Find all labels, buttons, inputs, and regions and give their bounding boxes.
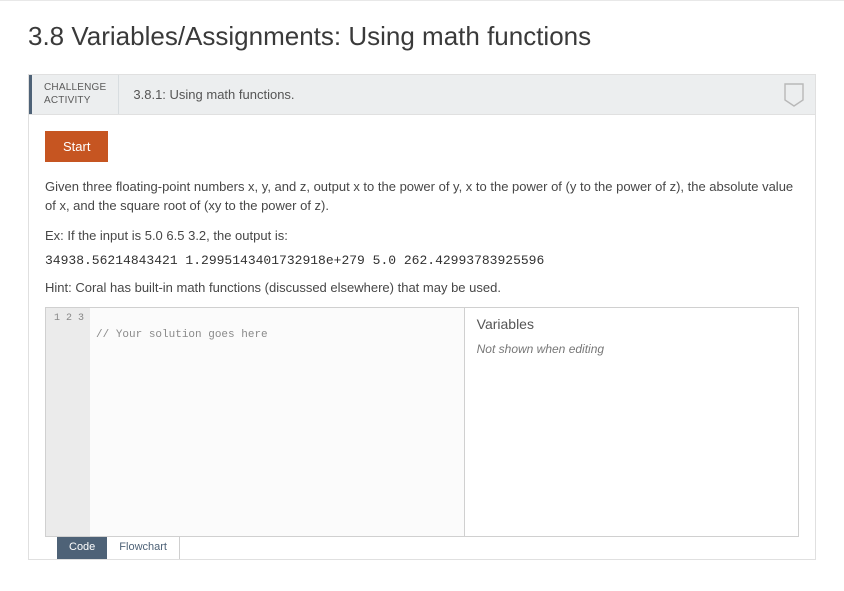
hint-text: Hint: Coral has built-in math functions … [45,280,799,295]
completion-badge-icon [783,82,805,108]
variables-panel: Variables Not shown when editing [464,308,798,536]
activity-body: Start Given three floating-point numbers… [29,115,815,559]
code-editor[interactable]: // Your solution goes here [90,308,464,536]
activity-type-label: CHALLENGE ACTIVITY [29,75,119,114]
activity-type-line2: ACTIVITY [44,95,106,108]
code-panel: 1 2 3 // Your solution goes here [46,308,464,536]
activity-type-line1: CHALLENGE [44,82,106,95]
start-button[interactable]: Start [45,131,108,162]
editor-tabs: Code Flowchart [57,537,799,559]
variables-panel-title: Variables [477,316,786,332]
page-container: 3.8 Variables/Assignments: Using math fu… [0,0,844,560]
tab-flowchart[interactable]: Flowchart [107,537,180,559]
example-output: 34938.56214843421 1.2995143401732918e+27… [45,253,799,268]
tab-code[interactable]: Code [57,537,107,559]
editor-area: 1 2 3 // Your solution goes here Variabl… [45,307,799,537]
variables-panel-empty: Not shown when editing [477,342,786,356]
activity-card: CHALLENGE ACTIVITY 3.8.1: Using math fun… [28,74,816,560]
activity-header: CHALLENGE ACTIVITY 3.8.1: Using math fun… [29,75,815,115]
example-intro: Ex: If the input is 5.0 6.5 3.2, the out… [45,228,799,243]
page-title: 3.8 Variables/Assignments: Using math fu… [28,21,816,52]
activity-title: 3.8.1: Using math functions. [119,75,308,114]
line-number-gutter: 1 2 3 [46,308,90,536]
prompt-description: Given three floating-point numbers x, y,… [45,178,799,216]
